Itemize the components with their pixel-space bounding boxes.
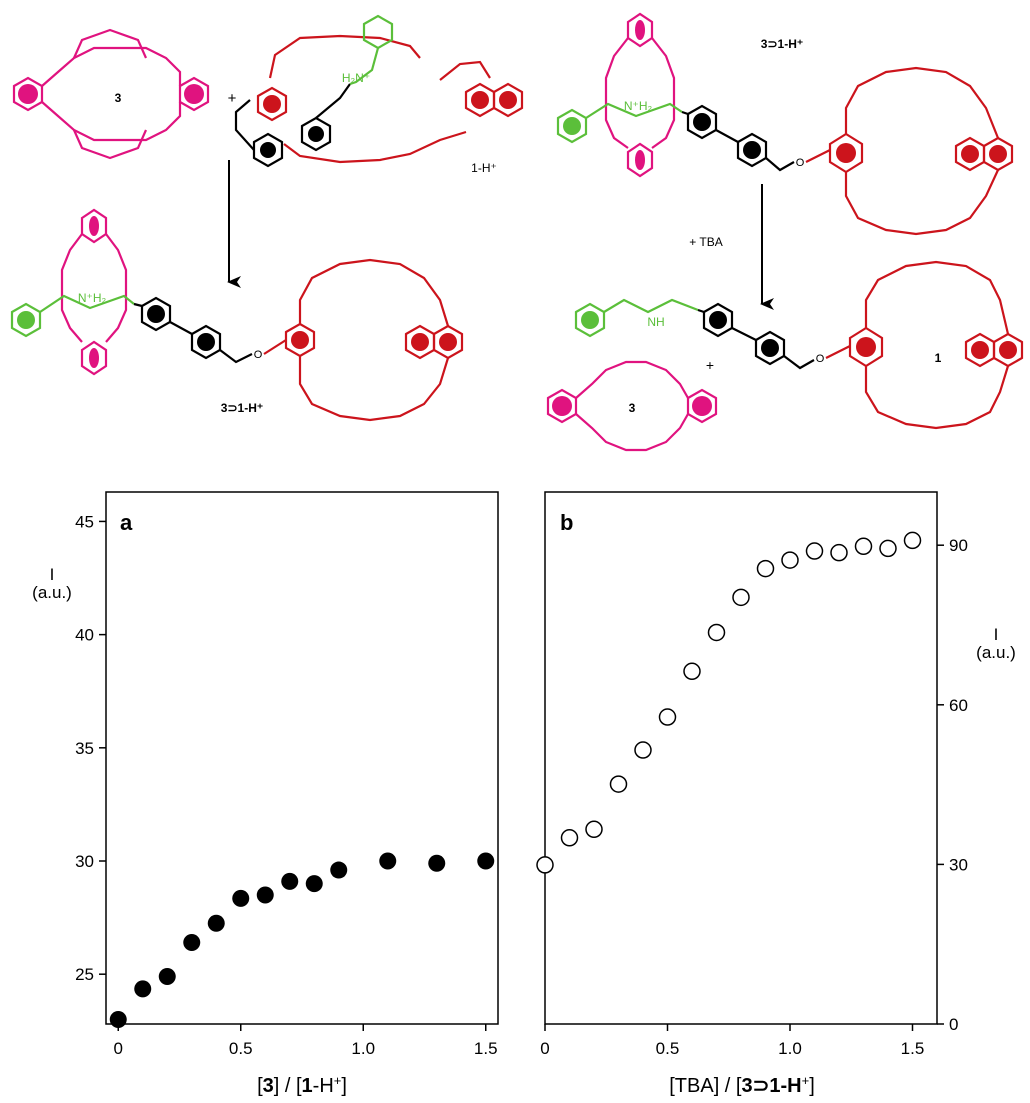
data-point xyxy=(477,852,495,870)
x-tick-label: 0.5 xyxy=(656,1039,680,1058)
label-free-axle-1: 1 xyxy=(935,351,942,365)
data-point xyxy=(379,852,397,870)
y-axis-title-b-line2: (a.u.) xyxy=(976,643,1016,662)
y-axis-title-a-line2: (a.u.) xyxy=(32,583,72,602)
plot-frame-a xyxy=(105,491,499,1025)
data-point xyxy=(756,559,775,578)
data-point xyxy=(879,539,897,558)
reaction-scheme: 3 + xyxy=(10,12,1024,452)
x-tick-label: 1.5 xyxy=(474,1039,498,1058)
plus-sign-2: + xyxy=(706,357,714,373)
data-point xyxy=(281,872,299,890)
y-tick-label: 0 xyxy=(949,1015,958,1034)
complex-right: 3⊃1-H⁺ N⁺H₂ O xyxy=(556,12,1014,236)
label-complex-right: 3⊃1-H⁺ xyxy=(761,37,803,51)
y-tick-label: 30 xyxy=(75,852,94,871)
free-axle-1: NH O 1 xyxy=(574,260,1024,430)
label-1H: 1-H⁺ xyxy=(471,161,497,175)
data-point xyxy=(585,820,603,839)
ticks-a: 0 0.5 1.0 1.5 25 30 35 40 45 xyxy=(75,512,497,1058)
panel-label-a: a xyxy=(120,510,133,535)
y-tick-label: 45 xyxy=(75,512,94,531)
data-point xyxy=(232,889,250,907)
data-point xyxy=(609,775,628,793)
x-axis-title-a: [3] / [1-H+] xyxy=(257,1073,347,1098)
y-tick-label: 60 xyxy=(949,696,968,715)
data-point xyxy=(707,623,726,642)
data-point xyxy=(256,886,274,904)
data-point xyxy=(536,856,554,874)
x-tick-label: 0 xyxy=(540,1039,549,1058)
data-point xyxy=(428,854,446,872)
x-tick-label: 1.5 xyxy=(901,1039,925,1058)
points-b xyxy=(536,531,922,874)
label-oxygen-left: O xyxy=(254,349,263,361)
complex-left: N⁺H₂ O 3⊃1-H⁺ xyxy=(10,208,464,422)
data-point xyxy=(305,875,323,893)
chart-panel-a: a I (a.u.) 0 0.5 1.0 1.5 25 30 35 40 45 [3] / [1… xyxy=(32,491,499,1098)
data-point xyxy=(805,542,824,560)
label-oxygen-bottom-right: O xyxy=(816,353,825,365)
data-point xyxy=(781,551,799,569)
y-tick-label: 25 xyxy=(75,965,94,984)
x-tick-label: 1.0 xyxy=(351,1039,375,1058)
x-tick-label: 1.0 xyxy=(778,1039,802,1058)
y-tick-label: 35 xyxy=(75,739,94,758)
data-point xyxy=(109,1010,127,1028)
chart-panel-b: b I (a.u.) 0 0.5 1.0 1.5 0 30 60 90 [TBA] / [3⊃… xyxy=(536,491,1016,1098)
data-point xyxy=(158,967,176,985)
data-point xyxy=(732,588,750,607)
data-point xyxy=(560,829,579,847)
label-ammonium-top: H₂N⁺ xyxy=(342,71,370,85)
ticks-b: 0 0.5 1.0 1.5 0 30 60 90 xyxy=(540,536,968,1058)
label-complex-left: 3⊃1-H⁺ xyxy=(221,401,263,415)
y-tick-label: 40 xyxy=(75,626,94,645)
label-amine: NH xyxy=(647,315,664,329)
data-point xyxy=(830,543,848,562)
label-oxygen-right: O xyxy=(796,157,805,169)
data-point xyxy=(854,537,873,556)
data-point xyxy=(658,708,677,726)
data-point xyxy=(903,531,922,550)
label-ammonium-complex-left: N⁺H₂ xyxy=(78,291,107,305)
plus-sign-1: + xyxy=(228,90,237,107)
label-free-crown-3: 3 xyxy=(629,401,636,415)
data-point xyxy=(634,741,652,759)
crown-ether-3-bottom: 3 xyxy=(546,360,718,452)
y-axis-title-a-line1: I xyxy=(50,565,55,584)
label-ammonium-complex-right: N⁺H₂ xyxy=(624,99,653,113)
points-a xyxy=(109,852,495,1028)
y-tick-label: 30 xyxy=(949,855,968,874)
data-point xyxy=(683,662,701,681)
x-tick-label: 0.5 xyxy=(229,1039,253,1058)
data-point xyxy=(183,934,201,952)
label-reagent-TBA: + TBA xyxy=(689,235,722,249)
x-tick-label: 0 xyxy=(114,1039,123,1058)
y-tick-label: 90 xyxy=(949,536,968,555)
panel-label-b: b xyxy=(560,510,573,535)
y-axis-title-b-line1: I xyxy=(994,625,999,644)
crown-ether-3-top: 3 xyxy=(12,28,210,160)
label-crown-3: 3 xyxy=(115,91,122,105)
plot-frame-b xyxy=(544,491,938,1025)
x-axis-title-b: [TBA] / [3⊃1-H+] xyxy=(669,1073,815,1098)
axle-1-H: H₂N⁺ 1-H⁺ xyxy=(234,14,524,175)
data-point xyxy=(207,914,225,932)
data-point xyxy=(330,861,348,879)
data-point xyxy=(134,980,152,998)
